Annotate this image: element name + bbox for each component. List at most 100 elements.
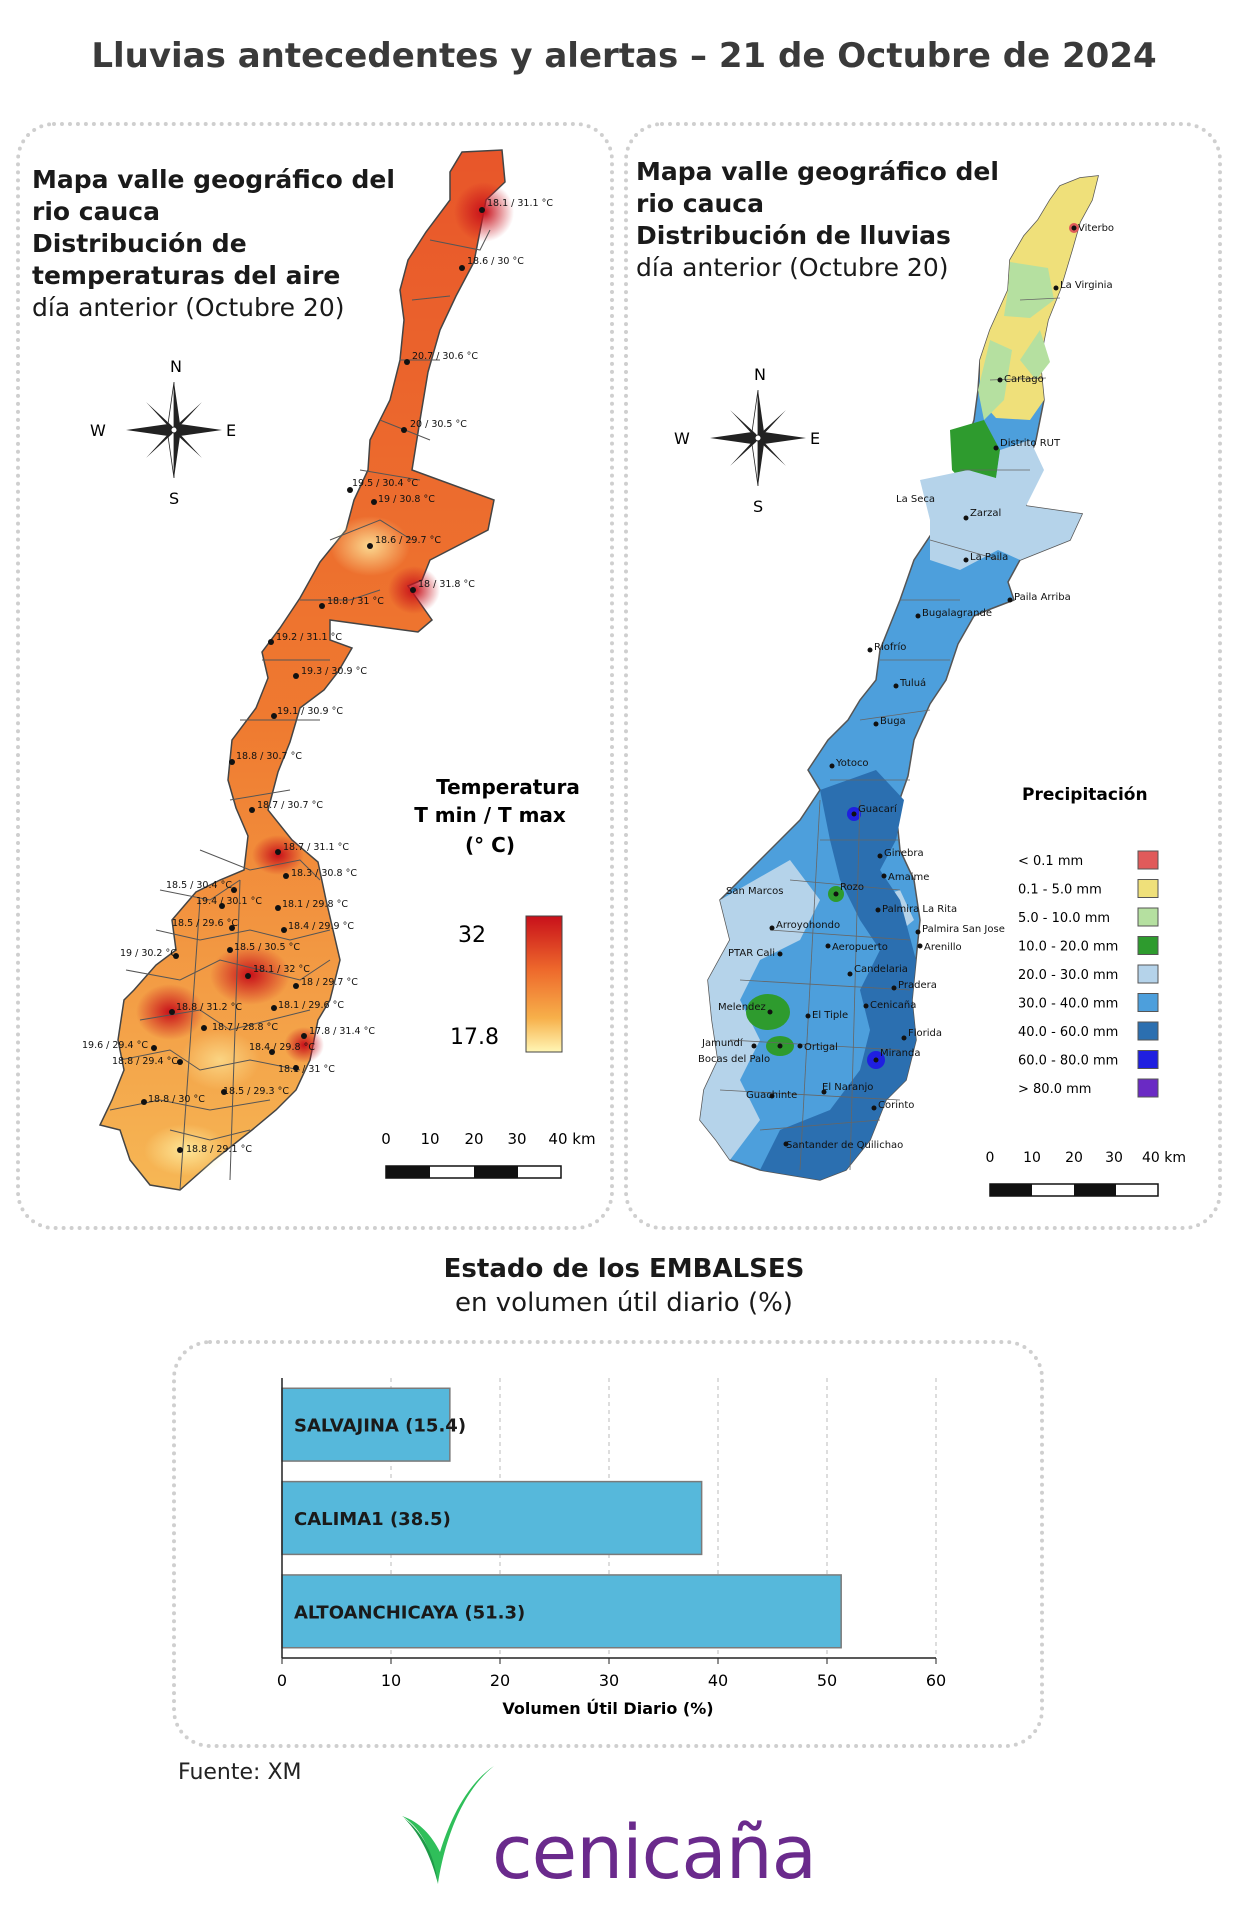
station-label: Melendez [718, 1002, 766, 1013]
station-label: 18.4 / 29.9 °C [288, 921, 354, 932]
x-tick-label: 20 [490, 1671, 510, 1690]
temperature-stations: 18.1 / 31.1 °C 18.6 / 30 °C 20.7 / 30.6 … [82, 198, 553, 1155]
station-label: Santander de Quilichao [786, 1140, 903, 1151]
scale-label: 40 km [1142, 1150, 1186, 1166]
reservoir-title-bold: Estado de los EMBALSES [443, 1254, 805, 1284]
reservoir-bar-chart: SALVAJINA (15.4) CALIMA1 (38.5) ALTOANCHIC… [277, 1378, 946, 1718]
station-label: Palmira La Rita [882, 904, 957, 915]
station-label: 18.8 / 30 °C [148, 1094, 205, 1105]
station-label: Viterbo [1078, 223, 1114, 234]
temperature-title-line: rio cauca [32, 197, 160, 226]
station-label: 18.5 / 30.5 °C [234, 942, 300, 953]
station-label: 18.1 / 31 °C [278, 1064, 335, 1075]
compass-west: W [90, 421, 106, 440]
station-label: 18.1 / 29.6 °C [278, 1000, 344, 1011]
bar-salvajina [281, 1387, 451, 1462]
station-label: 19 / 30.8 °C [378, 494, 435, 505]
legend-swatch [1137, 964, 1159, 984]
station-label: 17.8 / 31.4 °C [309, 1026, 375, 1037]
station-label: PTAR Cali [728, 948, 775, 959]
station-label: Tuluá [899, 677, 926, 689]
station-label: 19.1 / 30.9 °C [277, 706, 343, 717]
legend-max: 32 [458, 923, 486, 948]
scale-label: 0 [986, 1150, 995, 1166]
temperature-map-panel [16, 122, 614, 1230]
station-label: Aeropuerto [832, 942, 888, 953]
legend-swatch [1137, 1050, 1159, 1069]
chart-x-axis-title: Volumen Útil Diario (%) [502, 1699, 713, 1718]
thiessen-boundaries [109, 229, 491, 1191]
compass-west: W [674, 429, 690, 448]
rain-title-line: rio cauca [636, 189, 764, 218]
rain-boundaries [719, 297, 1061, 1171]
x-tick-label: 60 [926, 1671, 946, 1690]
temperature-title-date: día anterior (Octubre 20) [32, 293, 345, 322]
rain-map-title: Mapa valle geográfico del rio cauca Dist… [636, 156, 999, 284]
station-label: Buga [880, 716, 906, 727]
station-label: Guacarí [858, 803, 898, 815]
station-label: 18.7 / 30.7 °C [257, 800, 323, 811]
station-label: Florida [908, 1028, 942, 1039]
temperature-color-ramp [525, 915, 563, 1053]
station-label: Arenillo [924, 942, 962, 953]
x-tick-label: 40 [708, 1671, 728, 1690]
source-note: Fuente: XM [178, 1760, 302, 1785]
station-label: 18.7 / 31.1 °C [283, 842, 349, 853]
station-label: La Paila [970, 552, 1008, 563]
station-label: 20 / 30.5 °C [410, 419, 467, 430]
station-label: 18.3 / 30.8 °C [291, 868, 357, 879]
bar-data-label: SALVAJINA (15.4) [294, 1416, 466, 1437]
station-label: 18.5 / 30.4 °C [166, 880, 232, 891]
compass-east: E [810, 429, 820, 448]
station-label: Distrito RUT [1000, 438, 1061, 449]
scale-label: 40 km [548, 1130, 595, 1148]
station-label: 18.8 / 30.7 °C [236, 751, 302, 762]
bar-data-label: ALTOANCHICAYA (51.3) [294, 1602, 525, 1623]
x-tick-label: 10 [381, 1671, 401, 1690]
legend-title: Precipitación [1022, 785, 1148, 805]
station-label: 18.1 / 29.8 °C [282, 899, 348, 910]
legend-item-label: 10.0 - 20.0 mm [1018, 940, 1118, 955]
station-label: Candelaria [854, 964, 908, 975]
station-label: Cenicaña [870, 1000, 916, 1011]
station-label: El Tiple [812, 1010, 848, 1021]
station-label: Palmira San Jose [922, 924, 1005, 935]
rain-title-date: día anterior (Octubre 20) [636, 253, 949, 282]
station-label: 18.8 / 31.2 °C [176, 1002, 242, 1013]
station-label: 19.4 / 30.1 °C [196, 896, 262, 907]
station-label: Amaime [888, 872, 929, 883]
rain-stations: Viterbo La Virginia Cartago Distrito RUT… [698, 223, 1114, 1151]
station-label: Guachinte [746, 1090, 797, 1101]
page-title: Lluvias antecedentes y alertas – 21 de O… [91, 36, 1157, 76]
compass-east: E [226, 421, 236, 440]
hot-spot [284, 1027, 324, 1063]
station-label: 18.5 / 29.3 °C [223, 1086, 289, 1097]
compass-north: N [170, 357, 182, 376]
reservoir-chart-panel [172, 1340, 1044, 1748]
station-label: Paila Arriba [1014, 592, 1071, 603]
station-label: 19 / 30.2 °C [120, 948, 177, 959]
x-tick-label: 50 [817, 1671, 837, 1690]
scale-label: 20 [1065, 1150, 1083, 1166]
chart-x-axis: 0 10 20 30 40 50 60 [277, 1378, 946, 1690]
temperature-legend: Temperatura T min / T max (° C) 32 17.8 [414, 775, 580, 1053]
station-label: La Seca [896, 494, 935, 505]
station-label: 19.5 / 30.4 °C [352, 478, 418, 489]
legend-min: 17.8 [450, 1025, 499, 1050]
rain-title-line: Distribución de lluvias [636, 221, 951, 250]
scale-label: 30 [507, 1130, 526, 1148]
station-label: San Marcos [726, 886, 783, 897]
station-label: Ginebra [884, 848, 924, 859]
legend-swatch [1137, 879, 1159, 898]
station-label: 18 / 31.8 °C [418, 579, 475, 590]
scale-label: 10 [420, 1130, 439, 1148]
rain-scale-bar: 0 10 20 30 40 km [986, 1150, 1186, 1197]
compass-rose-icon: N S E W [90, 357, 236, 508]
station-label: Yotoco [835, 758, 869, 769]
compass-north: N [754, 365, 766, 384]
legend-subtitle: T min / T max [414, 803, 566, 827]
station-label: 18.6 / 30 °C [467, 256, 524, 267]
temperature-map: 18.1 / 31.1 °C 18.6 / 30 °C 20.7 / 30.6 … [82, 149, 596, 1191]
rain-map: Viterbo La Virginia Cartago Distrito RUT… [674, 175, 1186, 1197]
compass-south: S [753, 497, 763, 516]
